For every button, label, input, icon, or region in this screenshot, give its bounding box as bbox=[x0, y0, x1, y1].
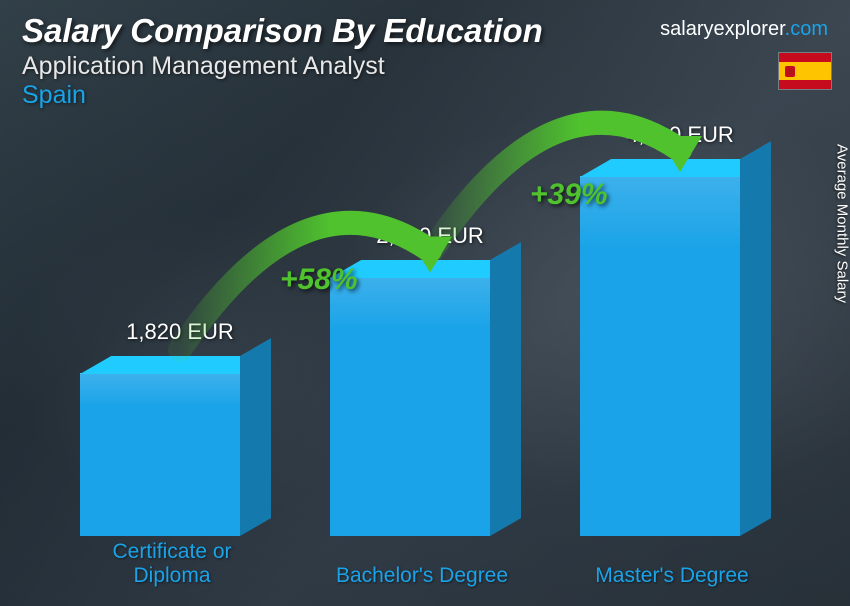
job-title: Application Management Analyst bbox=[22, 52, 828, 81]
bar-chart: 1,820 EUR Certificate or Diploma 2,890 EUR… bbox=[60, 88, 780, 588]
brand-suffix: .com bbox=[785, 18, 828, 40]
spain-flag-icon bbox=[778, 52, 832, 90]
brand-logo: salaryexplorer.com bbox=[660, 18, 828, 41]
brand-name: salaryexplorer bbox=[660, 18, 785, 40]
bar-label: Bachelor's Degree bbox=[327, 564, 517, 588]
bar-label: Master's Degree bbox=[577, 564, 767, 588]
bar bbox=[580, 176, 740, 536]
bar bbox=[80, 373, 240, 536]
y-axis-label: Average Monthly Salary bbox=[834, 144, 850, 303]
bar-value: 1,820 EUR bbox=[80, 319, 280, 345]
bar-label: Certificate or Diploma bbox=[77, 540, 267, 588]
bar bbox=[330, 277, 490, 536]
increase-percent: +58% bbox=[280, 263, 358, 297]
bar-value: 2,890 EUR bbox=[330, 223, 530, 249]
increase-percent: +39% bbox=[530, 178, 608, 212]
bar-value: 4,010 EUR bbox=[580, 122, 780, 148]
